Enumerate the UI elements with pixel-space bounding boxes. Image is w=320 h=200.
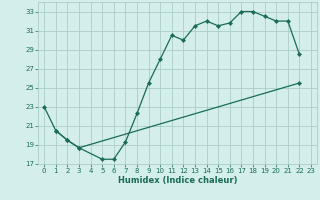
X-axis label: Humidex (Indice chaleur): Humidex (Indice chaleur): [118, 176, 237, 185]
